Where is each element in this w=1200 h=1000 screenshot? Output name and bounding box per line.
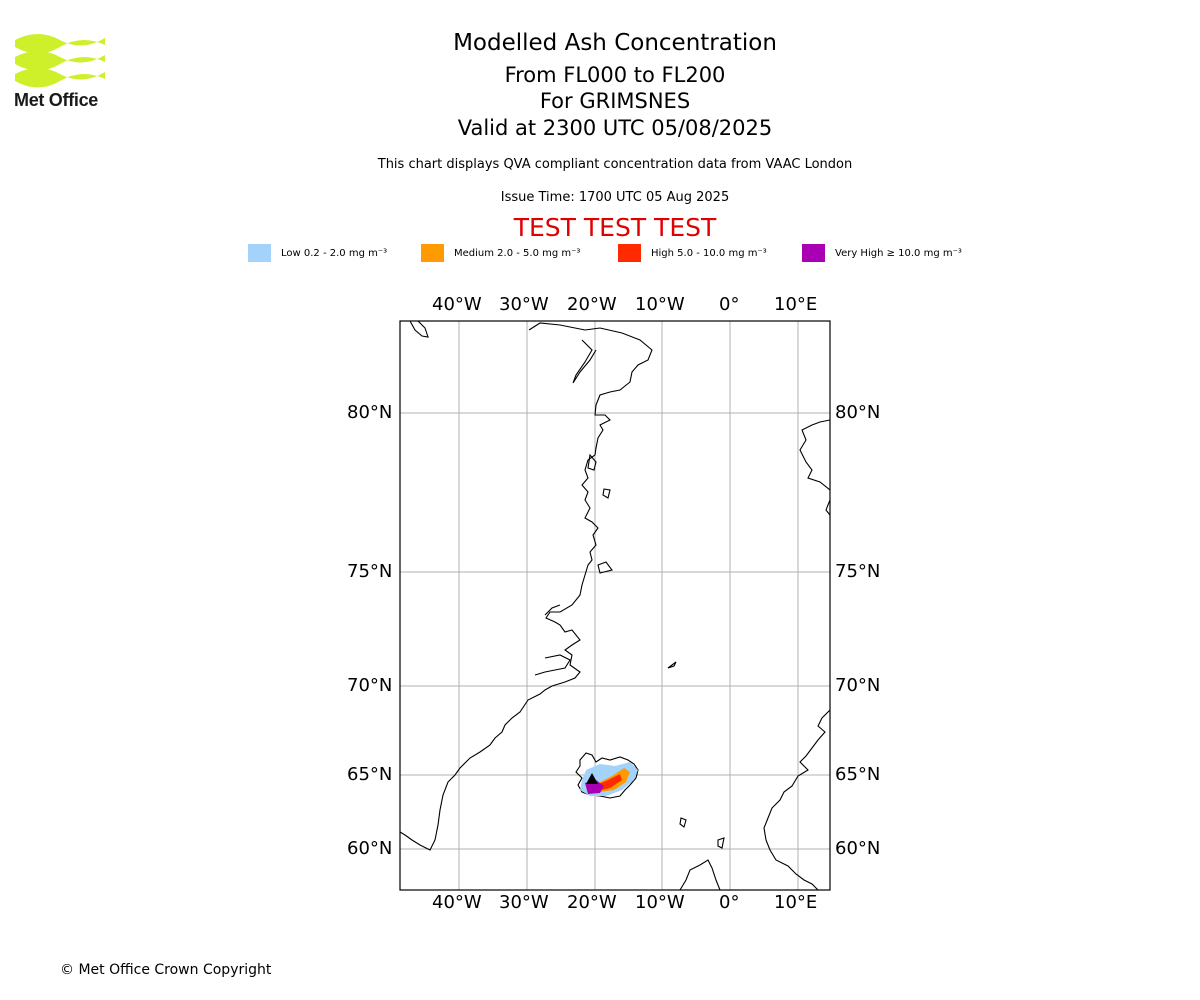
legend-swatch (421, 244, 444, 262)
shetland-coast (717, 837, 725, 849)
volcano-marker-icon (586, 773, 598, 784)
jan-mayen-island (667, 661, 677, 669)
greenland-east-coast (400, 322, 653, 851)
greenland-inner-fjord (572, 339, 597, 384)
coastlines (400, 321, 830, 890)
graticule (400, 321, 830, 890)
legend-item-high: High 5.0 - 10.0 mg m⁻³ (618, 244, 767, 262)
lat-label-left: 75°N (347, 561, 393, 582)
lat-label-right: 60°N (835, 838, 881, 859)
valid-time: Valid at 2300 UTC 05/08/2025 (457, 116, 773, 140)
logo-text: Met Office (14, 90, 99, 110)
lon-label-top: 20°W (567, 294, 617, 315)
lon-label-top: 0° (719, 294, 740, 315)
lat-label-left: 70°N (347, 675, 393, 696)
svalbard-coast (799, 419, 830, 516)
lon-label-top: 40°W (432, 294, 482, 315)
greenland-nw-coast (409, 321, 429, 338)
greenland-island (602, 488, 611, 499)
lon-label-top: 30°W (499, 294, 549, 315)
iceland-coast (575, 752, 639, 799)
issue-time: Issue Time: 1700 UTC 05 Aug 2025 (500, 190, 730, 205)
legend-label: Very High ≥ 10.0 mg m⁻³ (835, 247, 962, 259)
legend-item-very-high: Very High ≥ 10.0 mg m⁻³ (802, 244, 962, 262)
greenland-fjord (534, 654, 571, 676)
scotland-coast (679, 859, 721, 890)
legend-item-medium: Medium 2.0 - 5.0 mg m⁻³ (421, 244, 580, 262)
lon-label-bottom: 30°W (499, 892, 549, 913)
lat-label-right: 80°N (835, 402, 881, 423)
chart-title: Modelled Ash Concentration (453, 30, 777, 56)
lon-label-top: 10°W (635, 294, 685, 315)
legend-item-low: Low 0.2 - 2.0 mg m⁻³ (248, 244, 387, 262)
legend-label: Low 0.2 - 2.0 mg m⁻³ (281, 247, 388, 259)
flight-level-range: From FL000 to FL200 (504, 63, 726, 87)
met-office-wave-icon (15, 34, 105, 88)
legend-label: Medium 2.0 - 5.0 mg m⁻³ (454, 247, 581, 259)
copyright-text: © Met Office Crown Copyright (60, 962, 272, 978)
legend-label: High 5.0 - 10.0 mg m⁻³ (651, 247, 767, 259)
lat-label-left: 60°N (347, 838, 393, 859)
greenland-island (587, 453, 597, 471)
lon-label-top: 10°E (774, 294, 818, 315)
lon-label-bottom: 20°W (567, 892, 617, 913)
ash-plume (580, 762, 638, 796)
volcano-name: For GRIMSNES (539, 89, 691, 113)
map-frame (399, 320, 831, 891)
lon-label-bottom: 0° (719, 892, 740, 913)
norway-coast (763, 709, 830, 890)
legend-swatch (248, 244, 271, 262)
legend-swatch (618, 244, 641, 262)
map-content (400, 321, 830, 890)
lat-label-right: 70°N (835, 675, 881, 696)
met-office-logo: Met Office (14, 30, 108, 112)
faroe-islands (679, 817, 687, 828)
lon-label-bottom: 10°W (635, 892, 685, 913)
lat-label-left: 80°N (347, 402, 393, 423)
lat-label-right: 65°N (835, 764, 881, 785)
greenland-fjord (544, 604, 561, 616)
lat-label-right: 75°N (835, 561, 881, 582)
lon-label-bottom: 10°E (774, 892, 818, 913)
test-banner: TEST TEST TEST (513, 213, 717, 242)
legend-swatch (802, 244, 825, 262)
info-text: This chart displays QVA compliant concen… (377, 157, 853, 172)
greenland-island (597, 561, 613, 574)
lon-label-bottom: 40°W (432, 892, 482, 913)
lat-label-left: 65°N (347, 764, 393, 785)
